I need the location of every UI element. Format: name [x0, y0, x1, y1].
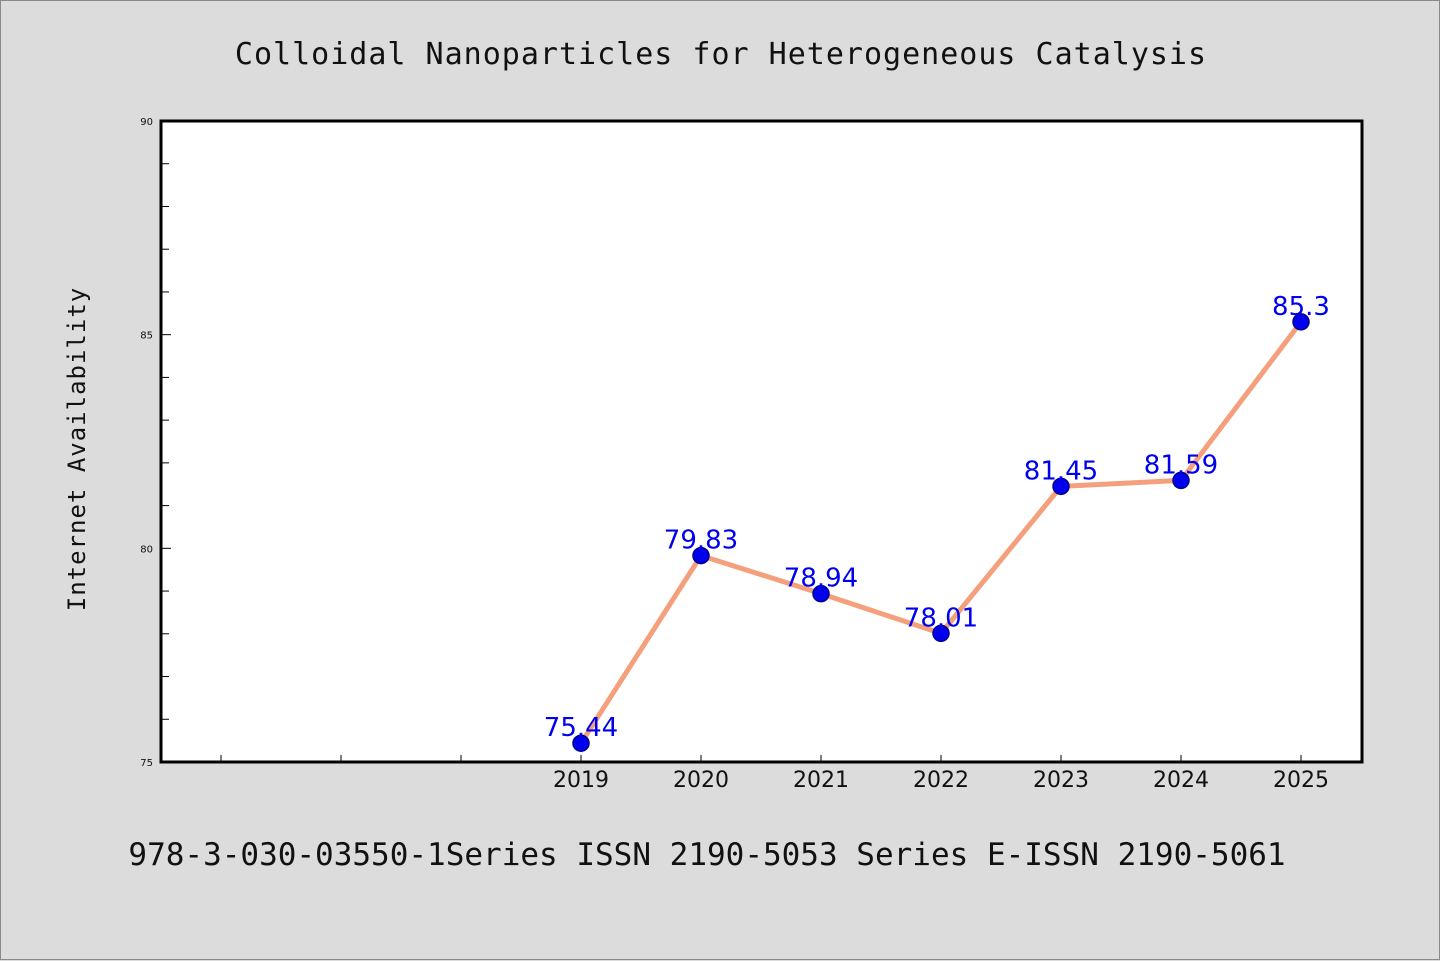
footer-isbn-text: 978-3-030-03550-1Series ISSN 2190-5053 S… [128, 837, 1285, 873]
y-tick-label: 75 [140, 758, 153, 769]
data-point [1052, 477, 1070, 496]
x-tick-label: 2024 [1153, 768, 1209, 793]
x-tick-label: 2022 [913, 768, 969, 793]
x-tick-label: 2021 [793, 768, 849, 793]
data-label: 81.45 [1024, 456, 1098, 486]
y-tick-label: 80 [140, 544, 153, 555]
plot-area [159, 119, 1364, 764]
y-tick-label: 90 [140, 117, 153, 128]
x-tick-label: 2023 [1033, 768, 1089, 793]
data-point [572, 734, 590, 752]
data-label: 81.59 [1144, 450, 1218, 480]
x-tick-label: 2020 [673, 768, 729, 793]
data-label: 79.83 [664, 526, 738, 556]
data-point [1172, 471, 1190, 490]
axes: 75 80 85 90 2019 2020 2021 2022 2023 2024 2025 [140, 117, 1329, 793]
y-tick-label: 85 [140, 331, 153, 342]
y-axis-label: Internet Availability [63, 287, 91, 611]
data-point [812, 584, 830, 603]
data-point-group [572, 313, 1310, 752]
data-label: 78.01 [904, 603, 978, 633]
data-point [692, 546, 710, 565]
data-point [1292, 313, 1310, 331]
data-label: 78.94 [784, 564, 858, 594]
x-tick-label: 2019 [553, 768, 609, 793]
x-tick-label: 2025 [1273, 768, 1329, 793]
data-label: 75.44 [544, 713, 618, 743]
chart-title: Colloidal Nanoparticles for Heterogeneou… [235, 37, 1207, 72]
data-point [932, 624, 950, 643]
data-label-group: 75.44 79.83 78.94 78.01 81.45 81.59 85.3 [544, 292, 1330, 743]
data-label: 85.3 [1272, 292, 1330, 322]
